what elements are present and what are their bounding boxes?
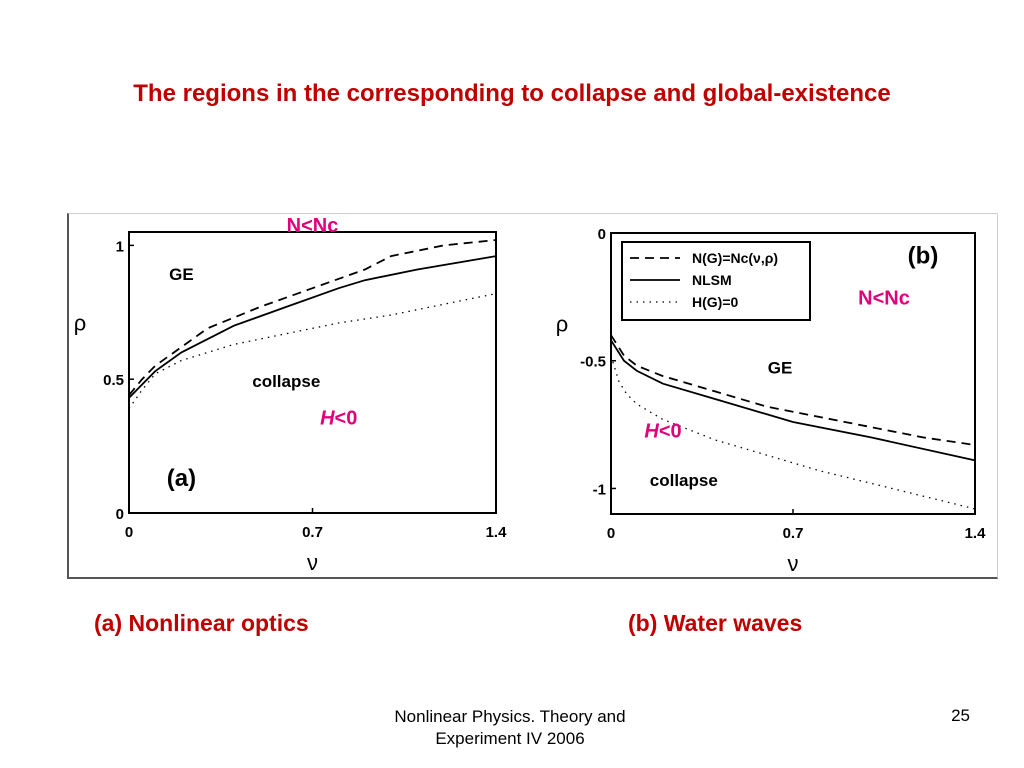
legend-box <box>621 241 811 321</box>
series-line-solid <box>128 255 497 399</box>
y-tick-label: 0 <box>116 506 124 523</box>
annotation-nnc: N<Nc <box>287 215 339 237</box>
annotation-nnc: N<Nc <box>858 288 910 310</box>
slide-title: The regions in the corresponding to coll… <box>133 80 891 107</box>
series-line-solid <box>610 339 976 462</box>
annotation-h: H<0 <box>644 420 681 442</box>
legend-label: NLSM <box>692 272 732 288</box>
y-tick-label: 0 <box>598 226 606 243</box>
x-tick-label: 1.4 <box>965 525 987 542</box>
annotation-ge: GE <box>169 265 194 284</box>
series-line-dashed <box>128 239 497 396</box>
series-line-dotted <box>128 292 497 409</box>
x-tick-label: 1.4 <box>486 524 508 541</box>
annotation-collapse: collapse <box>252 372 320 391</box>
annotation-collapse: collapse <box>650 471 718 490</box>
figure-frame <box>67 213 998 579</box>
legend-label: N(G)=Nc(ν,ρ) <box>692 250 778 266</box>
legend-label: H(G)=0 <box>692 294 739 310</box>
y-tick-label: 1 <box>116 238 124 255</box>
y-tick-label: 0.5 <box>103 372 124 389</box>
footer-line-1: Nonlinear Physics. Theory and <box>394 707 626 726</box>
x-tick-label: 0.7 <box>783 525 804 542</box>
footer-line-2: Experiment IV 2006 <box>435 729 585 748</box>
y-axis-label: ρ <box>556 311 569 336</box>
annotation-ge: GE <box>768 359 793 378</box>
chart-panel-b: 0 0.7 1.4 0 -0.5 -1 ν ρ (b) N<Nc GE H<0 collapse N(G)… <box>556 226 986 576</box>
y-tick-label: -1 <box>593 481 606 498</box>
annotation-b: (b) <box>908 243 939 270</box>
annotation-h: H<0 <box>320 408 357 430</box>
y-tick-label: -0.5 <box>580 354 606 371</box>
caption-nonlinear-optics: (a) Nonlinear optics <box>94 610 309 636</box>
x-tick-label: 0.7 <box>302 524 323 541</box>
x-tick-label: 0 <box>125 524 133 541</box>
annotation-a: (a) <box>167 465 196 492</box>
x-tick-label: 0 <box>607 525 615 542</box>
footer: Nonlinear Physics. Theory and Experiment… <box>355 706 665 750</box>
y-axis-label: ρ <box>74 310 87 335</box>
series-line-dashed <box>610 334 976 446</box>
page-number: 25 <box>951 706 970 725</box>
x-axis-label: ν <box>788 551 799 576</box>
x-axis-label: ν <box>307 550 318 575</box>
caption-water-waves: (b) Water waves <box>628 610 803 636</box>
